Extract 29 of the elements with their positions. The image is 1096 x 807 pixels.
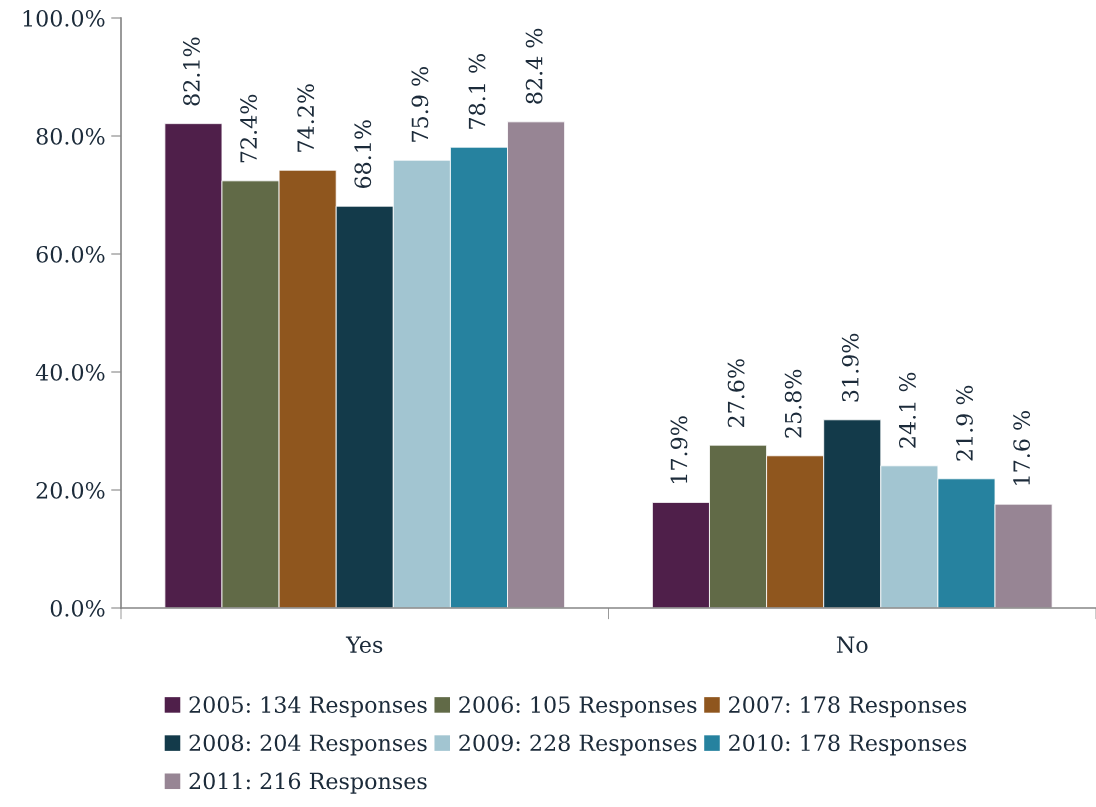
y-tick-label: 60.0%: [36, 245, 105, 263]
data-label: 78.1 %: [468, 54, 486, 129]
y-tick-label: 80.0%: [36, 127, 105, 145]
data-label: 75.9 %: [411, 67, 429, 142]
y-tick-label: 40.0%: [35, 363, 105, 381]
x-tick-label: No: [836, 636, 868, 653]
legend-label: 2005: 134 Responses: [189, 696, 427, 718]
data-label: 82.1%: [183, 37, 200, 106]
y-tick-label: 100.0%: [23, 9, 105, 27]
data-label: 17.6 %: [1013, 411, 1031, 485]
data-label: 68.1%: [354, 120, 372, 189]
data-label: 72.4%: [240, 94, 257, 163]
legend-label: 2007: 178 Responses: [729, 696, 967, 718]
data-label: 21.9 %: [956, 385, 973, 461]
data-label: 31.9%: [841, 333, 859, 402]
data-label: 74.2%: [297, 84, 315, 152]
data-label: 25.8%: [784, 369, 802, 438]
legend-label: 2008: 204 Responses: [189, 734, 427, 756]
x-tick-label: Yes: [345, 636, 383, 653]
legend-label: 2010: 178 Responses: [729, 734, 967, 756]
data-label: 17.9%: [670, 416, 688, 484]
y-tick-label: 0.0%: [50, 599, 105, 617]
legend-label: 2011: 216 Responses: [189, 772, 427, 794]
data-label: 27.6%: [727, 359, 745, 427]
legend-label: 2006: 105 Responses: [459, 696, 697, 718]
data-label: 82.4 %: [525, 28, 543, 104]
y-tick-label: 20.0%: [36, 481, 105, 499]
data-label: 24.1 %: [899, 372, 916, 448]
legend-label: 2009: 228 Responses: [459, 734, 697, 756]
